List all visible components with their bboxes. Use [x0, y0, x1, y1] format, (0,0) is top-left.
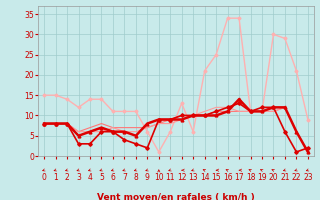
X-axis label: Vent moyen/en rafales ( km/h ): Vent moyen/en rafales ( km/h ) [97, 193, 255, 200]
